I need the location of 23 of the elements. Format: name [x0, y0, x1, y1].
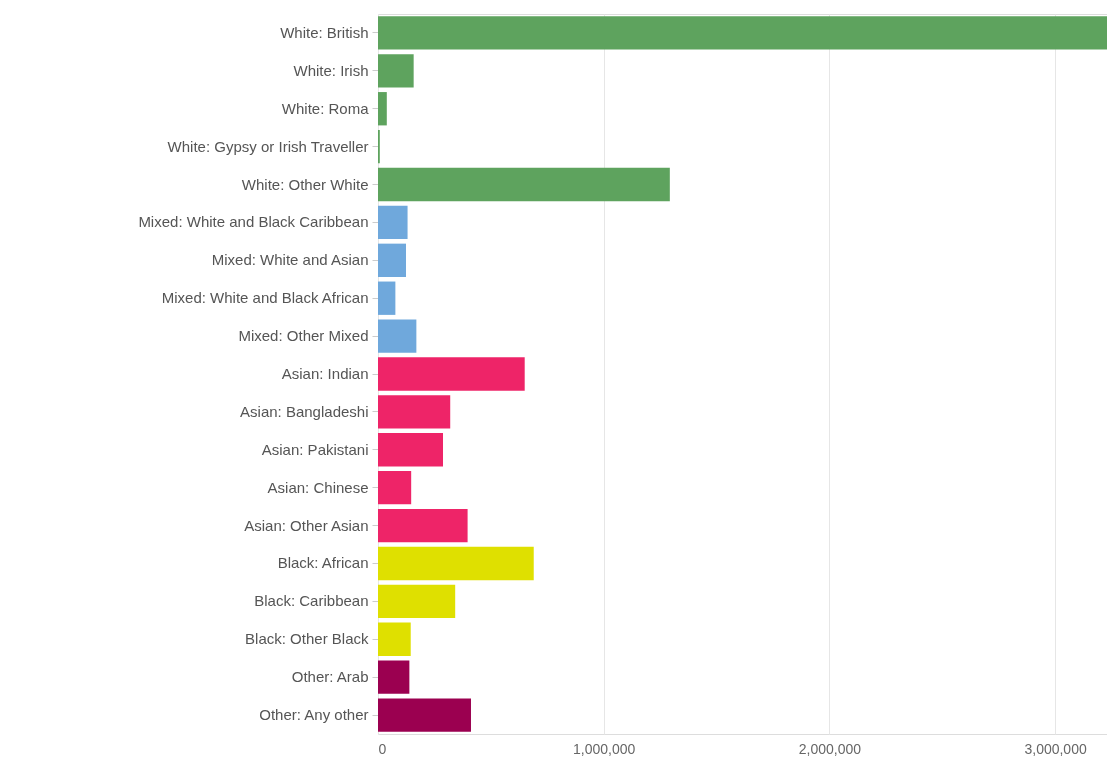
y-tick-label: White: British — [280, 23, 369, 41]
y-tick-label: White: Irish — [293, 61, 369, 79]
y-tick-label: Other: Any other — [259, 706, 369, 724]
y-tick-label: Black: Caribbean — [254, 592, 369, 610]
x-tick-label: 1,000,000 — [573, 740, 636, 757]
y-tick-label: Mixed: Other Mixed — [238, 327, 369, 345]
y-tick-label: Asian: Pakistani — [261, 440, 369, 458]
y-tick-label: Mixed: White and Black Caribbean — [138, 213, 369, 231]
y-tick-label: White: Roma — [281, 99, 370, 117]
y-tick-label: Other: Arab — [291, 668, 369, 686]
y-tick-label: Black: Other Black — [245, 630, 369, 648]
y-tick-label: White: Other White — [241, 175, 369, 193]
y-tick-label: Asian: Indian — [281, 365, 369, 382]
x-tick-label: 0 — [378, 740, 387, 757]
y-tick-label: Black: African — [277, 554, 369, 572]
y-tick-label: White: Gypsy or Irish Traveller — [167, 137, 369, 155]
x-tick-label: 2,000,000 — [798, 740, 862, 757]
y-tick-label: Asian: Bangladeshi — [240, 402, 369, 420]
y-tick-label: Asian: Other Asian — [244, 516, 369, 534]
y-tick-label: Asian: Chinese — [267, 478, 369, 496]
y-tick-label: Mixed: White and Black African — [161, 289, 369, 307]
x-tick-label: 3,000,000 — [1024, 740, 1087, 757]
y-tick-label: Mixed: White and Asian — [211, 251, 369, 269]
